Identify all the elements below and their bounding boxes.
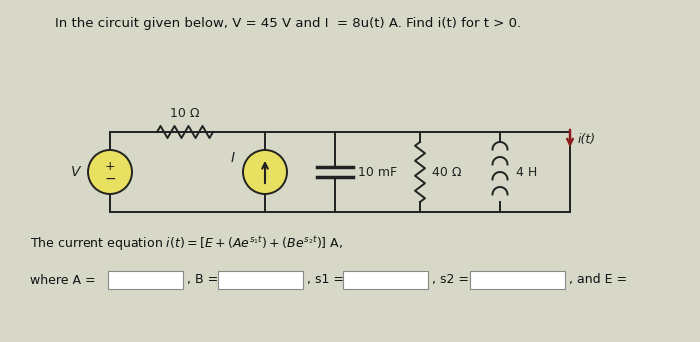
Text: , s2 =: , s2 =	[432, 274, 469, 287]
Bar	[108, 271, 183, 289]
Text: +: +	[105, 159, 116, 172]
Text: 10 Ω: 10 Ω	[170, 107, 199, 120]
Text: 40 Ω: 40 Ω	[432, 166, 461, 179]
Text: V: V	[71, 165, 80, 179]
Bar	[343, 271, 428, 289]
Text: 10 mF: 10 mF	[358, 166, 397, 179]
Text: I: I	[231, 151, 235, 165]
Text: −: −	[104, 172, 116, 186]
Text: 4 H: 4 H	[516, 166, 538, 179]
Bar	[470, 271, 565, 289]
Text: In the circuit given below, V = 45 V and I  = 8u(t) A. Find i(t) for t > 0.: In the circuit given below, V = 45 V and…	[55, 17, 521, 30]
Text: , s1 =: , s1 =	[307, 274, 344, 287]
Text: i(t): i(t)	[578, 133, 596, 146]
Circle shape	[243, 150, 287, 194]
Circle shape	[88, 150, 132, 194]
Text: , and E =: , and E =	[569, 274, 627, 287]
Text: The current equation $i(t) = [E + (Ae^{s_1t}) + (Be^{s_2t})]$ A,: The current equation $i(t) = [E + (Ae^{s…	[30, 235, 343, 253]
Bar	[218, 271, 303, 289]
Text: where A =: where A =	[30, 274, 96, 287]
Text: , B =: , B =	[187, 274, 218, 287]
